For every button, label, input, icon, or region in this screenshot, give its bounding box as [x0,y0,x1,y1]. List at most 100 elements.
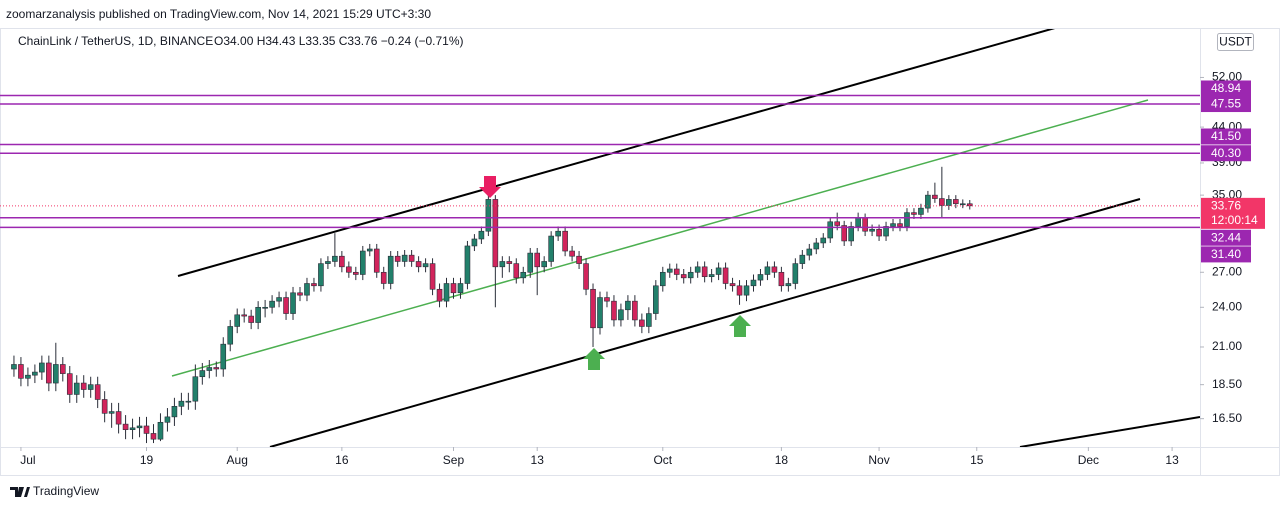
x-tick-label: 13 [531,453,545,467]
candle-body [534,252,541,268]
candle-body [11,364,17,370]
y-tick-label: 21.00 [1212,339,1242,353]
candle-body [701,266,708,278]
candle-body [122,423,129,430]
candle-body [39,362,45,373]
level-label: 41.50 [1211,129,1241,143]
channel-lower-line [269,198,1141,447]
candle-body [499,261,506,268]
candle-body [506,261,513,264]
candle-body [199,370,206,378]
candle-body [143,425,150,434]
candle-body [694,266,701,273]
candle-body [297,292,303,296]
candle-body [157,421,164,440]
candle-body [673,268,680,275]
candle-body [255,306,261,323]
candle-body [192,376,199,402]
candle-body [220,343,227,370]
candle-body [869,228,875,232]
candle-body [527,252,534,273]
candle-body [32,371,38,376]
candle-body [346,266,352,273]
candle-body [234,314,241,327]
candle-body [925,194,931,209]
candle-body [722,267,729,284]
x-tick-label: Oct [653,453,672,467]
candle-body [764,266,771,275]
level-label: 48.94 [1211,81,1241,95]
brand-name: TradingView [33,484,99,498]
currency-badge[interactable] [1217,33,1254,51]
brand-logo [10,487,30,497]
candle-body [548,235,554,262]
level-label-box [1201,246,1251,263]
candle-body [213,367,220,370]
candle-body [185,400,192,403]
candle-body [890,223,896,227]
candle-body [841,225,847,242]
candle-body [401,254,408,262]
candle-body [569,250,575,257]
level-label: 40.30 [1211,146,1241,160]
candle-body [206,367,213,371]
candle-body [576,255,582,264]
candle-body [408,254,415,262]
y-tick-label: 35.00 [1212,187,1242,201]
candle-body [283,297,289,314]
countdown-label: 12:00:14 [1211,213,1258,227]
candle-body [373,248,380,273]
candle-body [87,384,94,390]
candle-body [541,261,547,268]
candle-body [53,364,59,384]
level-label-box [1201,96,1251,113]
candle-body [46,362,52,384]
candle-body [325,261,331,264]
level-label-box [1201,145,1251,162]
candle-body [820,237,827,244]
candle-body [625,300,631,311]
up-arrow [729,315,751,337]
level-label-box [1201,128,1251,145]
candle-body [946,199,952,206]
candle-body [443,283,450,302]
candle-body [918,207,924,215]
candle-body [304,283,310,296]
candle-body [248,315,254,323]
candle-body [290,292,296,314]
trend-line [1019,416,1200,447]
candle-body [883,226,889,237]
candle-body [339,255,345,268]
candle-body [708,274,715,278]
candle-body [911,212,917,215]
candle-body [904,212,910,227]
candle-body [464,245,471,284]
level-label-box [1201,80,1251,97]
x-tick-label: Nov [868,453,889,467]
candle-body [136,425,143,429]
symbol-title: ChainLink / TetherUS, 1D, BINANCE [18,34,213,48]
candle-body [639,319,645,327]
candle-body [241,314,247,317]
candle-body [276,297,282,302]
candle-body [311,283,317,287]
legend-background [18,33,498,49]
candle-body [359,250,366,275]
candle-body [778,271,785,287]
candle-body [262,306,268,309]
candle-body [436,288,443,302]
candle-body [757,274,764,281]
candle-body [666,268,673,273]
candle-body [897,223,903,227]
x-tick-label: 18 [775,453,789,467]
candle-body [959,203,966,206]
candle-body [813,242,820,250]
candle-body [178,400,185,407]
candle-body [855,217,861,227]
candle-body [394,255,401,262]
candles [11,166,973,444]
level-label: 32.44 [1211,230,1241,244]
candle-body [108,411,115,414]
level-label: 47.55 [1211,97,1241,111]
